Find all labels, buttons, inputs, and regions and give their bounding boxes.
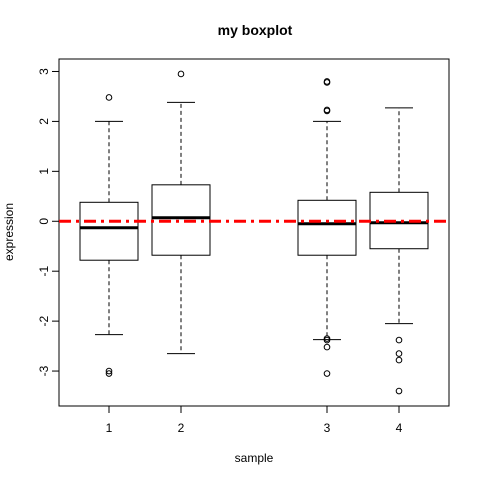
y-tick-label: 1 <box>37 168 51 175</box>
outlier-point <box>395 356 403 364</box>
outlier-point <box>323 336 331 344</box>
x-tick-label: 1 <box>106 421 113 435</box>
x-tick-label: 4 <box>396 421 403 435</box>
x-tick-label: 2 <box>178 421 185 435</box>
outlier-point <box>323 343 331 351</box>
chart-title: my boxplot <box>218 22 293 38</box>
outlier-point <box>323 370 331 377</box>
outlier-point <box>105 370 113 377</box>
y-tick-label: 0 <box>37 218 51 225</box>
x-tick-label: 3 <box>324 421 331 435</box>
y-tick-label: -3 <box>37 365 51 376</box>
y-axis-label: expression <box>2 203 16 261</box>
outlier-point <box>105 367 113 375</box>
iqr-box <box>297 199 357 256</box>
outlier-point <box>323 79 331 86</box>
y-tick-label: -1 <box>37 266 51 277</box>
box-sample-3 <box>297 78 357 377</box>
y-tick-label: -2 <box>37 315 51 326</box>
y-axis: -3 -2 -1 0 1 2 3 <box>37 68 60 376</box>
outlier-point <box>177 70 185 78</box>
y-tick-label: 3 <box>37 68 51 75</box>
box-sample-1 <box>79 94 139 377</box>
boxes-group <box>79 70 429 395</box>
outlier-point <box>323 107 331 115</box>
outlier-point <box>395 387 403 395</box>
box-sample-4 <box>369 107 429 395</box>
x-axis-label: sample <box>235 451 274 465</box>
box-sample-2 <box>151 70 211 355</box>
outlier-point <box>395 336 403 344</box>
iqr-box <box>79 201 139 261</box>
outlier-point <box>105 94 113 101</box>
y-tick-label: 2 <box>37 118 51 125</box>
outlier-point <box>395 350 403 357</box>
x-axis: 1 2 3 4 <box>106 405 403 435</box>
